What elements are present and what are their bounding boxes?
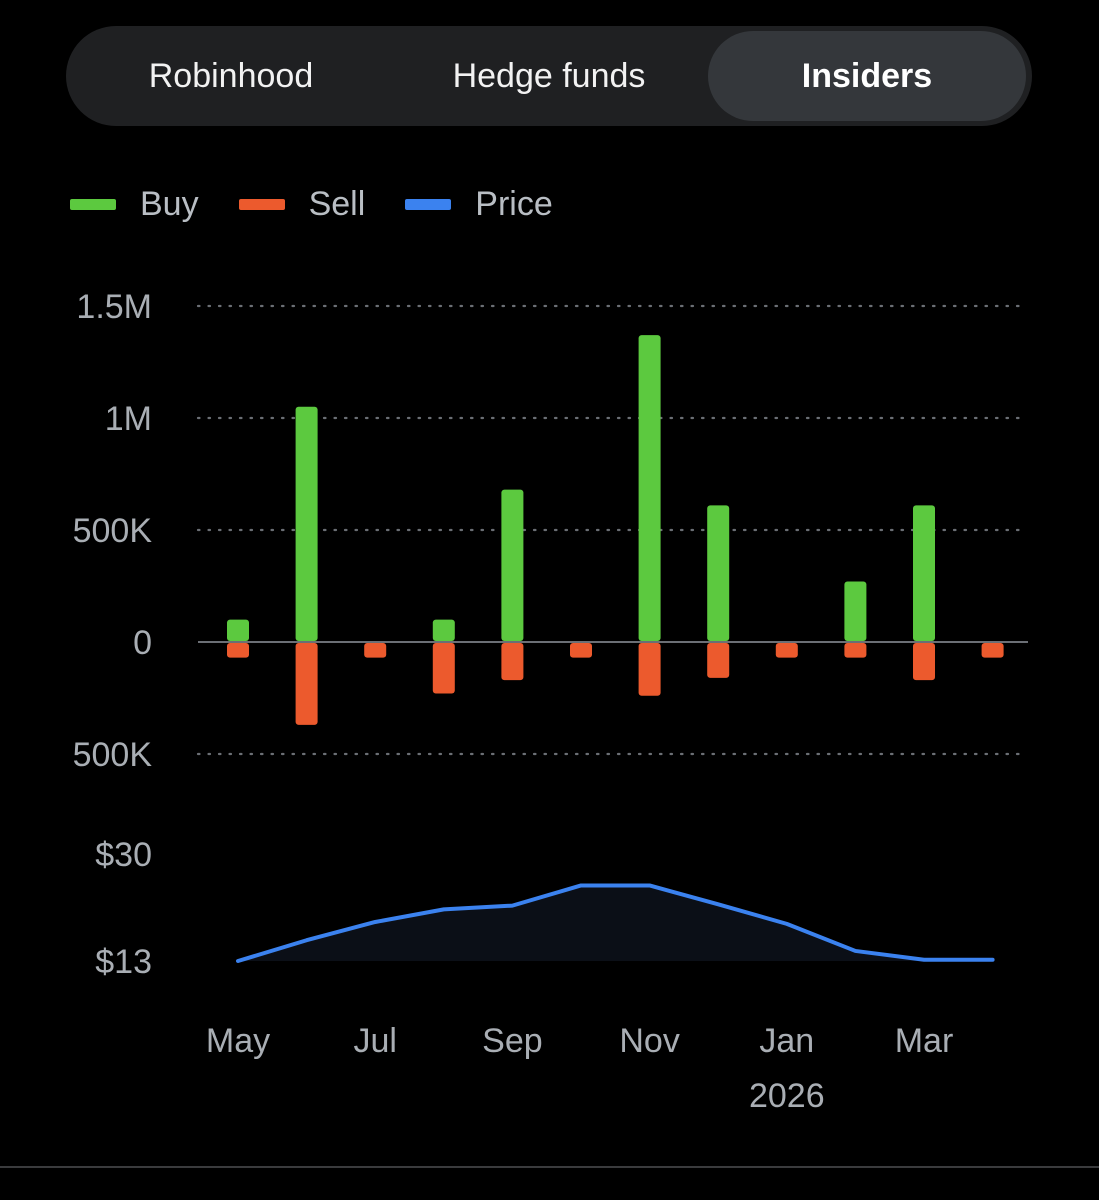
x-tick-label: Jul — [353, 1022, 396, 1060]
y-tick-label: 500K — [73, 512, 153, 550]
chart-legend: Buy Sell Price — [70, 180, 593, 228]
legend-swatch-sell — [238, 198, 285, 210]
x-tick-label: Sep — [482, 1022, 543, 1060]
price-tick-label: $30 — [95, 836, 152, 874]
legend-item-sell[interactable]: Sell — [238, 184, 366, 224]
buy-bar — [227, 619, 249, 641]
y-tick-label: 500K — [73, 736, 153, 774]
buy-bar — [913, 505, 935, 641]
sell-bar — [638, 643, 661, 696]
x-tick-label: Nov — [619, 1022, 679, 1060]
sell-bar — [227, 643, 249, 658]
price-area — [238, 885, 993, 961]
buy-bar — [707, 505, 730, 641]
bottom-divider — [0, 1166, 1099, 1168]
sell-bar — [775, 643, 798, 658]
sell-bar — [707, 643, 730, 678]
segmented-control: Robinhood Hedge funds Insiders — [66, 26, 1032, 126]
price-tick-label: $13 — [95, 943, 152, 981]
x-tick-year-label: 2026 — [749, 1077, 825, 1115]
tab-insiders[interactable]: Insiders — [708, 31, 1026, 121]
buy-bar — [844, 581, 867, 641]
legend-swatch-buy — [70, 198, 116, 210]
tab-hedge-funds[interactable]: Hedge funds — [452, 56, 646, 95]
sell-bar — [295, 643, 318, 725]
x-tick-label: Mar — [895, 1022, 954, 1060]
sell-bar — [981, 643, 1004, 658]
y-tick-label: 0 — [133, 624, 152, 662]
sell-bar — [501, 643, 524, 681]
buy-bar — [638, 335, 661, 641]
sell-bar — [570, 643, 592, 658]
x-tick-label: May — [206, 1022, 270, 1060]
tab-robinhood[interactable]: Robinhood — [148, 56, 314, 95]
price-line — [236, 883, 995, 963]
sell-bar — [364, 643, 387, 658]
insider-activity-chart: 1.5M 1M 500K 0 500K $30 $13 May Jul Sep Nov Jan 2026… — [73, 288, 1028, 1115]
legend-label-sell: Sell — [308, 184, 366, 223]
buy-bar — [501, 489, 524, 641]
x-tick-label: Jan — [759, 1022, 814, 1060]
sell-bar — [844, 643, 867, 658]
buy-bar — [295, 406, 318, 641]
legend-label-price: Price — [475, 184, 553, 223]
legend-item-buy[interactable]: Buy — [70, 185, 199, 224]
legend-swatch-price — [405, 198, 452, 210]
legend-item-price[interactable]: Price — [405, 184, 553, 224]
sell-bar — [913, 643, 935, 681]
buy-bar — [432, 619, 455, 641]
legend-label-buy: Buy — [140, 184, 199, 223]
y-tick-label: 1.5M — [76, 288, 152, 326]
y-tick-label: 1M — [105, 400, 152, 438]
sell-bar — [432, 643, 455, 694]
